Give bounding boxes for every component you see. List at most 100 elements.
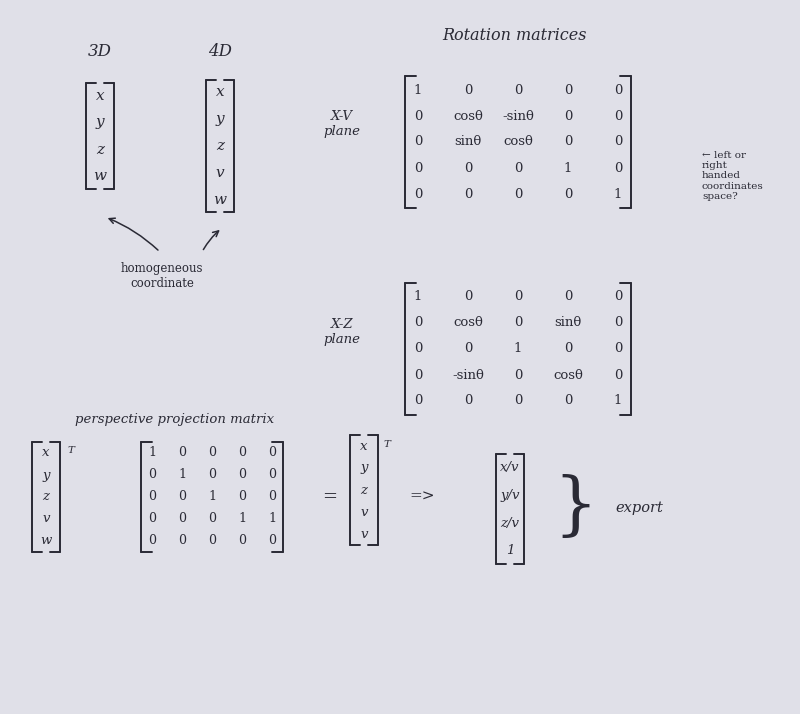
Text: 0: 0 [564, 136, 572, 149]
Text: 0: 0 [514, 368, 522, 381]
Text: 0: 0 [178, 491, 186, 503]
Text: 0: 0 [564, 188, 572, 201]
Text: z: z [361, 483, 367, 496]
Text: 0: 0 [464, 84, 472, 96]
Text: 1: 1 [178, 468, 186, 481]
Text: 1: 1 [506, 545, 514, 558]
Text: 0: 0 [514, 188, 522, 201]
Text: 0: 0 [148, 468, 156, 481]
Text: 0: 0 [464, 343, 472, 356]
Text: Rotation matrices: Rotation matrices [442, 28, 587, 44]
Text: cosθ: cosθ [453, 316, 483, 329]
Text: 1: 1 [268, 513, 276, 526]
Text: 0: 0 [414, 188, 422, 201]
Text: x: x [42, 446, 50, 460]
Text: 1: 1 [514, 343, 522, 356]
Text: y/v: y/v [500, 488, 520, 501]
Text: 0: 0 [414, 316, 422, 329]
Text: x: x [360, 440, 368, 453]
Text: sinθ: sinθ [454, 136, 482, 149]
Text: X-V
plane: X-V plane [323, 110, 361, 138]
Text: 0: 0 [464, 161, 472, 174]
Text: 0: 0 [614, 136, 622, 149]
Text: 0: 0 [208, 446, 216, 460]
Text: v: v [42, 513, 50, 526]
Text: 4D: 4D [208, 44, 232, 61]
Text: y: y [96, 116, 104, 129]
Text: 0: 0 [614, 343, 622, 356]
Text: 0: 0 [414, 109, 422, 123]
Text: 0: 0 [208, 468, 216, 481]
Text: 0: 0 [414, 343, 422, 356]
Text: 0: 0 [514, 316, 522, 329]
Text: -sinθ: -sinθ [502, 109, 534, 123]
Text: cosθ: cosθ [553, 368, 583, 381]
Text: perspective projection matrix: perspective projection matrix [75, 413, 274, 426]
Text: -sinθ: -sinθ [452, 368, 484, 381]
Text: 1: 1 [208, 491, 216, 503]
Text: 0: 0 [614, 161, 622, 174]
Text: cosθ: cosθ [503, 136, 533, 149]
Text: }: } [553, 475, 597, 541]
Text: 0: 0 [564, 343, 572, 356]
Text: w: w [94, 169, 106, 183]
Text: 0: 0 [564, 291, 572, 303]
Text: 1: 1 [614, 188, 622, 201]
Text: export: export [615, 501, 663, 515]
Text: 1: 1 [148, 446, 156, 460]
Text: 0: 0 [514, 395, 522, 408]
Text: 1: 1 [614, 395, 622, 408]
Text: 0: 0 [514, 161, 522, 174]
Text: =: = [322, 488, 338, 506]
Text: 0: 0 [148, 535, 156, 548]
Text: 0: 0 [614, 109, 622, 123]
Text: 0: 0 [564, 84, 572, 96]
Text: z: z [216, 139, 224, 153]
Text: 0: 0 [464, 188, 472, 201]
Text: y: y [216, 112, 224, 126]
Text: T: T [384, 440, 391, 449]
Text: 0: 0 [268, 491, 276, 503]
Text: 1: 1 [238, 513, 246, 526]
Text: 0: 0 [178, 535, 186, 548]
Text: 0: 0 [614, 84, 622, 96]
Text: 0: 0 [148, 513, 156, 526]
Text: 0: 0 [414, 368, 422, 381]
Text: 0: 0 [614, 316, 622, 329]
Text: 0: 0 [414, 136, 422, 149]
Text: 0: 0 [514, 291, 522, 303]
Text: ← left or
right
handed
coordinates
space?: ← left or right handed coordinates space… [702, 151, 764, 201]
Text: T: T [67, 446, 74, 455]
Text: y: y [42, 468, 50, 481]
Text: 0: 0 [148, 491, 156, 503]
Text: 0: 0 [268, 446, 276, 460]
Text: 0: 0 [238, 468, 246, 481]
Text: y: y [360, 461, 368, 475]
Text: 0: 0 [564, 109, 572, 123]
Text: x/v: x/v [500, 461, 520, 473]
Text: z/v: z/v [501, 516, 519, 530]
Text: 0: 0 [414, 395, 422, 408]
Text: 0: 0 [614, 291, 622, 303]
Text: w: w [214, 193, 226, 207]
Text: 0: 0 [414, 161, 422, 174]
Text: cosθ: cosθ [453, 109, 483, 123]
Text: 0: 0 [178, 446, 186, 460]
Text: 0: 0 [564, 395, 572, 408]
Text: 0: 0 [464, 395, 472, 408]
Text: 0: 0 [238, 491, 246, 503]
Text: 0: 0 [268, 535, 276, 548]
Text: x: x [96, 89, 104, 103]
Text: X-Z
plane: X-Z plane [323, 318, 361, 346]
Text: 0: 0 [268, 468, 276, 481]
Text: z: z [96, 143, 104, 156]
Text: x: x [216, 85, 224, 99]
Text: 0: 0 [208, 513, 216, 526]
Text: 1: 1 [564, 161, 572, 174]
Text: 0: 0 [514, 84, 522, 96]
Text: w: w [40, 535, 52, 548]
Text: v: v [360, 528, 368, 540]
Text: 1: 1 [414, 84, 422, 96]
Text: 1: 1 [414, 291, 422, 303]
Text: 0: 0 [614, 368, 622, 381]
